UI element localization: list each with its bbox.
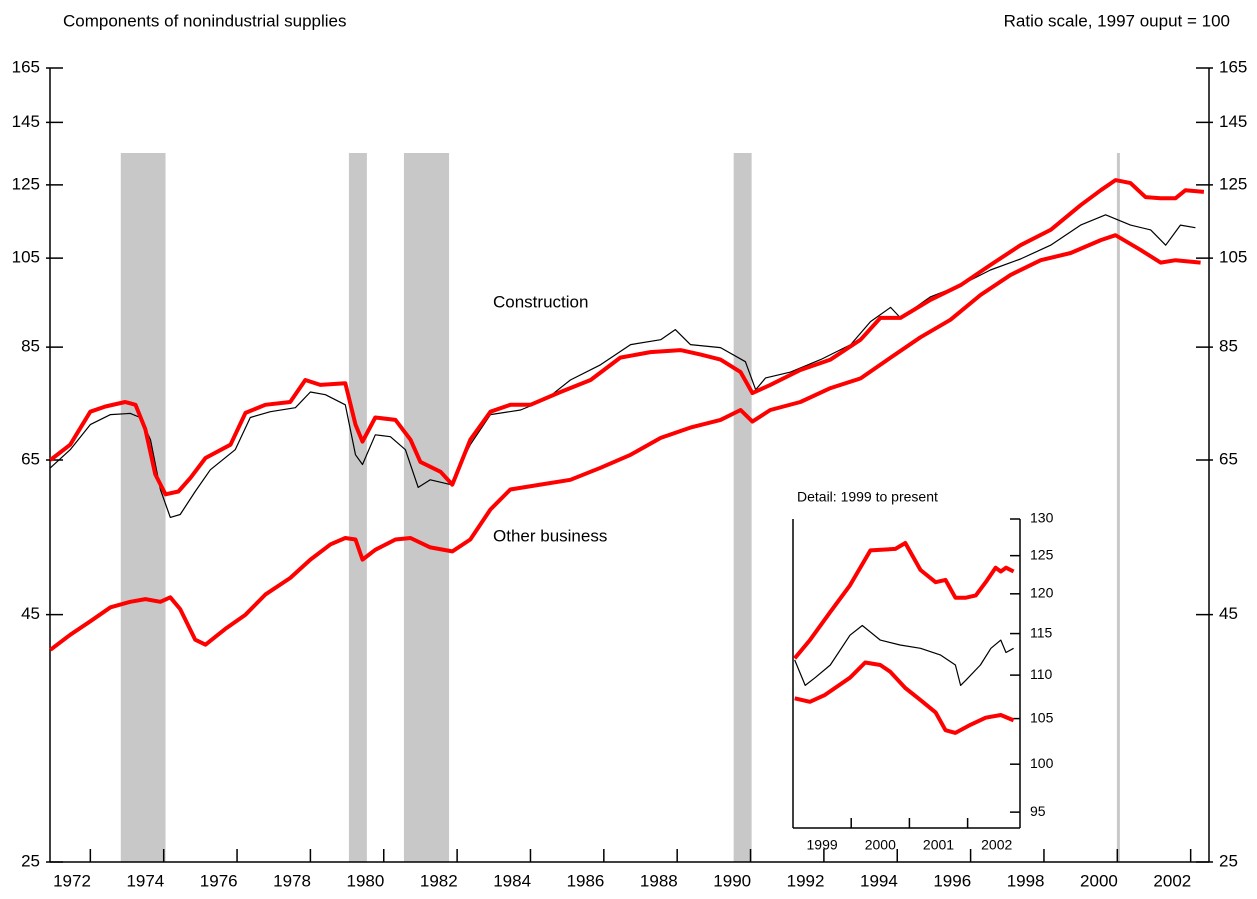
y-tick-label: 105 [12,248,40,267]
y-tick-label: 105 [1030,709,1054,725]
y-tick-label: 125 [1219,174,1247,193]
y-tick-label: 85 [21,337,40,356]
y-tick-label: 95 [1030,803,1046,819]
y-tick-label: 145 [1219,112,1247,131]
x-tick-label: 1990 [713,871,751,890]
x-tick-label: 1998 [1007,871,1045,890]
y-tick-label: 165 [12,57,40,76]
x-tick-label: 1974 [126,871,164,890]
series-line [794,624,1014,686]
series-label: Construction [493,292,588,311]
y-tick-label: 105 [1219,248,1247,267]
chart-subtitle: Ratio scale, 1997 ouput = 100 [1004,11,1230,30]
x-tick-label: 2002 [1153,871,1191,890]
x-tick-label: 2000 [865,837,896,853]
y-tick-label: 85 [1219,337,1238,356]
series-line [49,214,1196,518]
x-tick-label: 1988 [640,871,678,890]
x-tick-label: 1986 [567,871,605,890]
x-tick-label: 1984 [493,871,531,890]
y-tick-label: 120 [1030,585,1054,601]
x-tick-label: 1972 [53,871,91,890]
recession-band [348,153,367,862]
x-tick-label: 1980 [347,871,385,890]
x-tick-label: 2001 [923,837,954,853]
recession-band [403,153,450,862]
x-tick-label: 2002 [981,837,1012,853]
x-tick-label: 1982 [420,871,458,890]
inset-chart: Detail: 1999 to present 95 100 105 110 115 120… [792,489,1054,853]
y-tick-label: 145 [12,112,40,131]
y-tick-label: 25 [1219,851,1238,870]
chart-title: Components of nonindustrial supplies [63,11,347,30]
x-tick-label: 1999 [807,837,838,853]
x-tick-label: 1994 [860,871,898,890]
y-tick-label: 45 [21,604,40,623]
x-tick-label: 1996 [933,871,971,890]
chart-title: Detail: 1999 to present [797,489,938,505]
series-line [794,660,1015,735]
recession-band [120,153,166,862]
x-tick-label: 2000 [1080,871,1118,890]
y-tick-label: 65 [1219,449,1238,468]
y-tick-label: 45 [1219,604,1238,623]
y-tick-label: 165 [1219,57,1247,76]
x-tick-label: 1976 [200,871,238,890]
y-tick-label: 115 [1030,624,1053,640]
y-tick-label: 130 [1030,510,1054,526]
y-tick-label: 125 [1030,546,1054,562]
y-tick-label: 125 [12,174,40,193]
series-line [49,233,1201,652]
y-tick-label: 100 [1030,755,1054,771]
y-tick-label: 65 [21,449,40,468]
recession-band [733,153,752,862]
main-chart: Components of nonindustrial supplies Rati… [12,11,1248,890]
series-line [793,541,1015,660]
x-tick-label: 1978 [273,871,311,890]
series-line [49,178,1205,497]
y-tick-label: 110 [1030,666,1053,682]
series-label: Other business [493,526,607,545]
y-tick-label: 25 [21,851,40,870]
x-tick-label: 1992 [787,871,825,890]
